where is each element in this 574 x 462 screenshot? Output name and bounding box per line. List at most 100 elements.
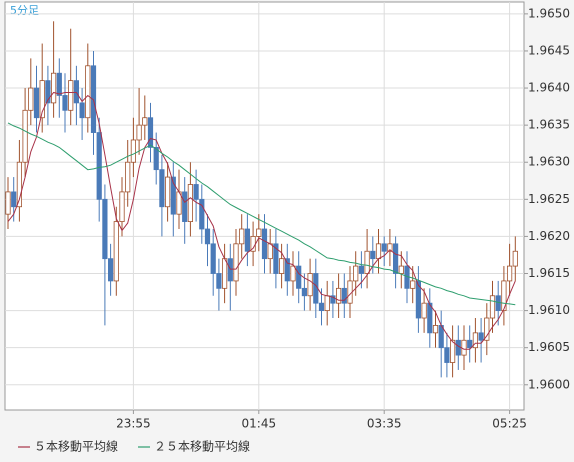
- candle-body: [11, 191, 17, 208]
- candle-body: [330, 295, 336, 304]
- candle-body: [495, 295, 501, 311]
- candle-body: [113, 221, 119, 282]
- candle-body: [159, 169, 165, 208]
- candle-body: [56, 72, 62, 96]
- candle-body: [284, 258, 290, 282]
- candle-body: [73, 80, 79, 104]
- candle-body: [119, 191, 125, 222]
- candle-body: [449, 339, 456, 363]
- candle-body: [415, 280, 422, 319]
- candle-body: [478, 332, 484, 341]
- candle-body: [398, 265, 404, 274]
- y-tick-label: 1.9650: [528, 6, 570, 20]
- timeframe-label: 5分足: [10, 4, 39, 17]
- candle-body: [261, 228, 268, 260]
- candle-body: [227, 258, 233, 282]
- candle-body: [296, 265, 302, 289]
- candle-body: [444, 347, 450, 363]
- candle-body: [130, 139, 136, 163]
- candle-body: [182, 191, 188, 222]
- candle-body: [375, 243, 382, 260]
- candle-body: [216, 273, 222, 289]
- candle-body: [341, 287, 347, 304]
- candle-body: [147, 117, 154, 148]
- candle-body: [28, 87, 34, 111]
- candle-body: [358, 265, 365, 274]
- candle-body: [301, 287, 308, 297]
- candle-body: [427, 302, 433, 334]
- candle-body: [142, 117, 148, 126]
- candle-body: [370, 250, 376, 260]
- candle-body: [210, 243, 216, 274]
- candle-body: [199, 198, 205, 230]
- candle-body: [484, 317, 490, 341]
- candle-body: [290, 265, 296, 282]
- candle-body: [353, 265, 359, 282]
- candle-body: [125, 161, 131, 193]
- candle-body: [244, 228, 250, 252]
- candle-body: [45, 80, 51, 104]
- candle-body: [501, 280, 507, 311]
- candle-body: [22, 109, 28, 163]
- candle-body: [273, 243, 279, 274]
- candle-body: [102, 198, 108, 260]
- candle-body: [16, 161, 23, 208]
- y-tick-label: 1.9615: [528, 266, 570, 280]
- candle-body: [233, 243, 239, 282]
- candle-body: [512, 250, 518, 267]
- candle-body: [5, 191, 11, 215]
- candle-body: [85, 65, 91, 119]
- candle-body: [364, 250, 370, 274]
- candle-body: [136, 124, 142, 141]
- candle-body: [164, 176, 171, 208]
- candle-body: [467, 339, 473, 349]
- candle-body: [432, 325, 439, 334]
- y-tick-label: 1.9610: [528, 303, 570, 317]
- candle-body: [68, 80, 74, 111]
- candle-body: [472, 332, 479, 349]
- x-tick-label: 03:35: [367, 417, 402, 431]
- candle-body: [108, 258, 114, 282]
- candle-body: [239, 228, 245, 245]
- candle-body: [410, 280, 416, 289]
- y-tick-label: 1.9600: [528, 377, 570, 391]
- y-tick-label: 1.9640: [528, 81, 570, 95]
- x-tick-label: 23:55: [116, 417, 151, 431]
- y-tick-label: 1.9635: [528, 118, 570, 132]
- candle-body: [79, 102, 85, 119]
- candle-body: [324, 295, 330, 311]
- candle-body: [381, 243, 387, 252]
- moving-average-line: [7, 122, 516, 306]
- candle-body: [455, 339, 461, 356]
- candle-body: [392, 243, 399, 274]
- y-tick-label: 1.9630: [528, 155, 570, 169]
- candle-body: [387, 243, 393, 252]
- legend-label: ２５本移動平均線: [154, 439, 250, 454]
- candle-body: [278, 258, 285, 274]
- y-tick-label: 1.9605: [528, 340, 570, 354]
- candle-body: [153, 146, 159, 171]
- candle-body: [204, 228, 211, 245]
- moving-average-line: [7, 91, 516, 350]
- candle-body: [221, 258, 228, 289]
- candle-body: [461, 339, 467, 356]
- candle-body: [438, 325, 444, 349]
- candle-body: [307, 273, 313, 297]
- x-tick-label: 05:25: [492, 417, 527, 431]
- y-tick-label: 1.9645: [528, 43, 570, 57]
- candle-body: [90, 65, 97, 133]
- candle-body: [33, 87, 40, 119]
- candle-body: [39, 80, 45, 119]
- y-tick-label: 1.9620: [528, 229, 570, 243]
- candle-body: [421, 302, 427, 319]
- candle-body: [256, 228, 262, 237]
- candle-body: [51, 72, 57, 104]
- legend-label: ５本移動平均線: [34, 439, 118, 454]
- candle-body: [335, 287, 342, 304]
- candle-body: [96, 132, 102, 200]
- candle-body: [193, 184, 199, 200]
- x-tick-label: 01:45: [242, 417, 277, 431]
- candle-body: [267, 243, 273, 260]
